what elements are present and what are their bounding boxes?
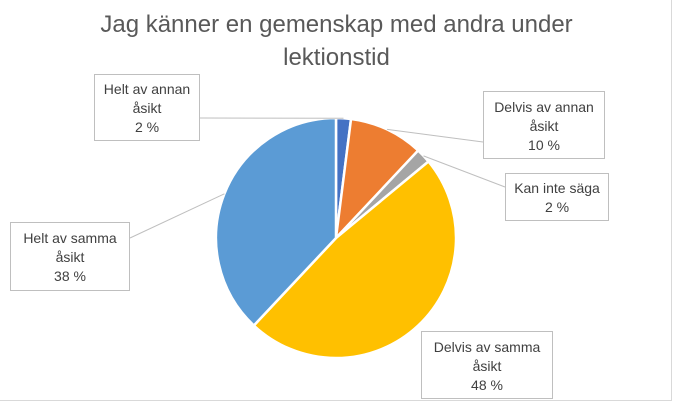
data-label-line: åsikt [529,118,559,134]
data-label-value: 38 % [54,268,86,284]
data-label-line: åsikt [55,249,85,265]
data-label-value: 2 % [544,199,570,215]
data-label-line: åsikt [132,100,162,116]
data-label-line: åsikt [472,358,502,374]
pie-slice [214,116,338,327]
data-label-line: Helt av samma [23,230,117,246]
pie-slice [334,117,420,240]
data-label-value: 48 % [471,377,503,393]
data-label-value: 2 % [134,119,160,135]
data-label-delvis-av-annan: Delvis av annan åsikt 10 % [483,91,605,159]
data-label-kan-inte-saga: Kan inte säga 2 % [505,173,609,221]
chart-title-line-1: Jag känner en gemenskap med andra under [100,11,573,38]
data-label-line: Delvis av annan [494,99,594,115]
leader-line [129,193,225,239]
leader-line [423,155,506,188]
data-label-line: Delvis av samma [433,339,541,355]
chart-title-line-2: lektionstid [283,44,390,71]
pie-slice [252,160,458,360]
leader-line [387,128,484,143]
data-label-line: Helt av annan [103,81,191,97]
chart-title: Jag känner en gemenskap med andra under … [0,8,673,74]
data-label-value: 10 % [528,137,560,153]
data-label-helt-av-samma: Helt av samma åsikt 38 % [10,222,130,291]
data-label-line: Kan inte säga [514,180,600,196]
data-label-delvis-av-samma: Delvis av samma åsikt 48 % [421,331,553,399]
data-label-helt-av-annan: Helt av annan åsikt 2 % [94,74,200,141]
